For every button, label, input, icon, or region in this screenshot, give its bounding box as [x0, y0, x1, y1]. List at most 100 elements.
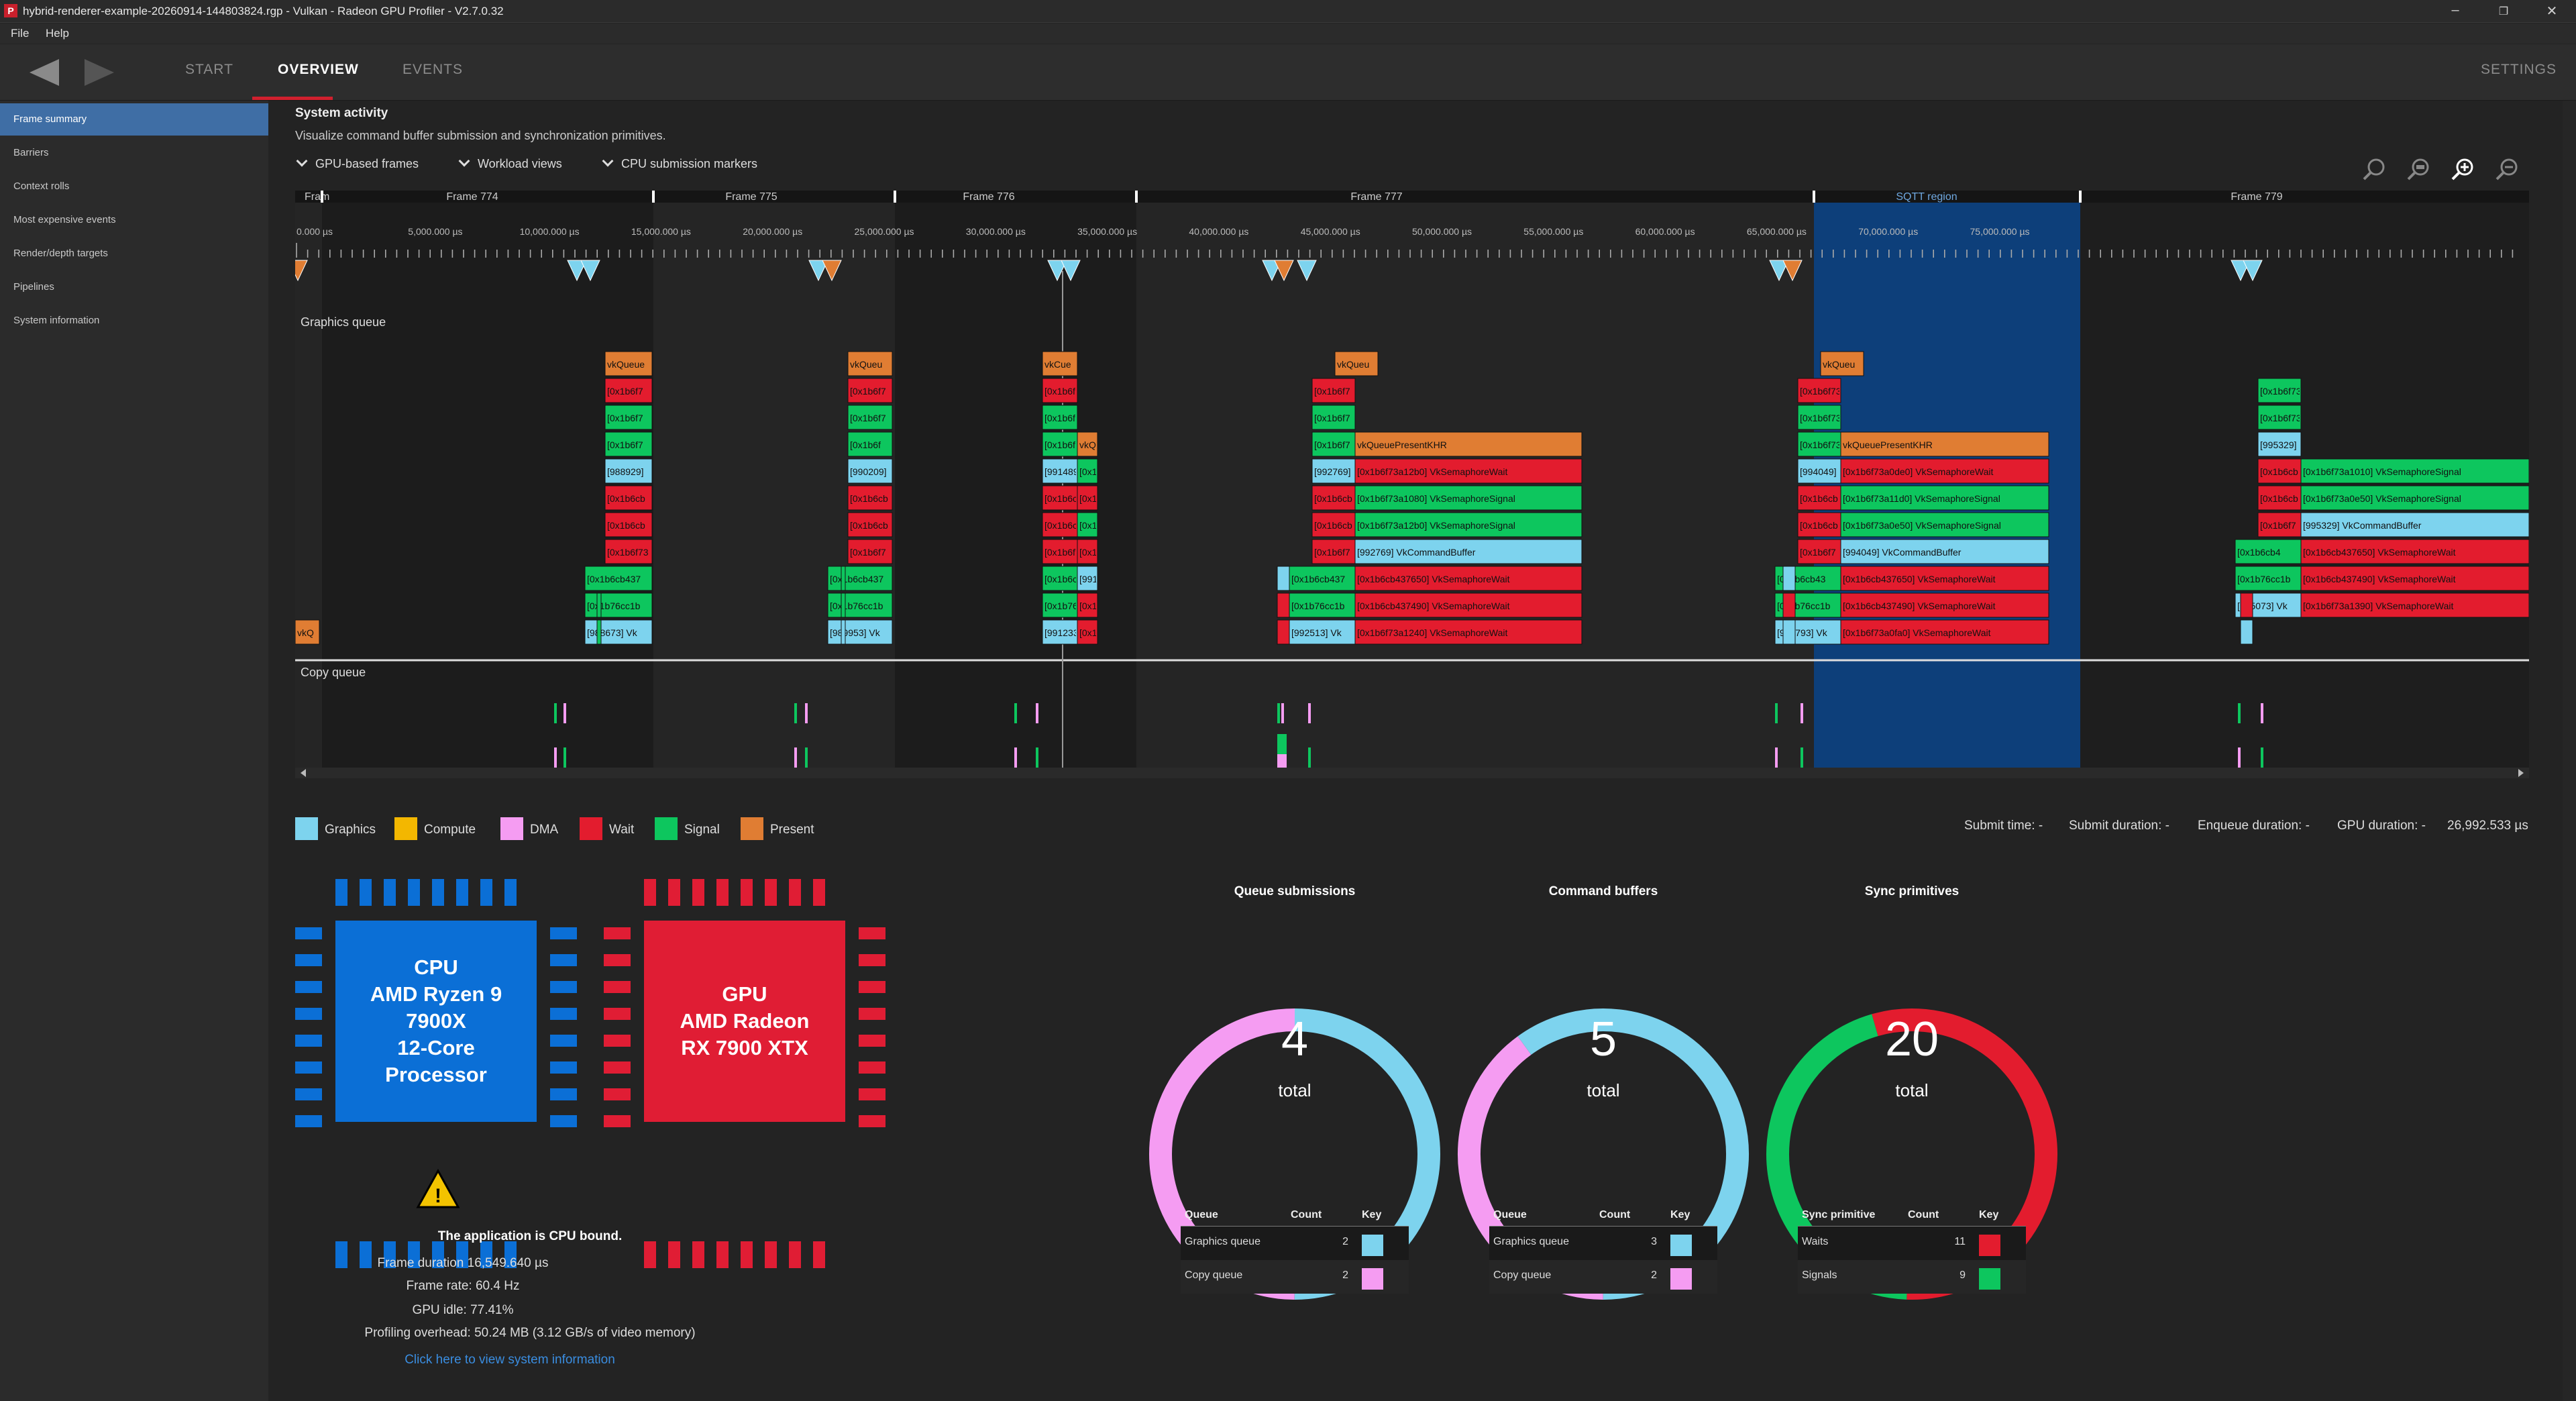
sidebar-item-most-expensive-events[interactable]: Most expensive events [13, 214, 116, 225]
close-icon[interactable]: ✕ [2546, 4, 2558, 19]
timeline-block: [991233] Vk [1042, 619, 1078, 645]
timeline-block: vkQueu [847, 351, 893, 376]
block-label: vkQueue [607, 359, 645, 370]
dropdown-gpu-based-frames[interactable]: GPU-based frames [296, 155, 419, 171]
sidebar-item-barriers[interactable]: Barriers [13, 147, 49, 158]
block-label: [991 [1079, 574, 1097, 584]
zoom-in-icon[interactable] [2450, 157, 2475, 183]
system-activity-timeline[interactable]: Fram Frame 774 Frame 775 Frame 776 Frame 777… [295, 191, 2529, 778]
block-label: [0x1b6f7 [607, 413, 643, 423]
restore-icon[interactable]: ❐ [2498, 6, 2509, 17]
legend-swatch [741, 817, 763, 840]
copy-queue-tick [2238, 747, 2241, 774]
timeline-block: [0x1b6cb4 [1042, 566, 1078, 591]
block-rect [2300, 512, 2529, 537]
block-rect [1277, 566, 1290, 591]
block-label: [0x1b6f7 [1314, 439, 1350, 450]
vertical-scrollbar[interactable] [2563, 101, 2576, 1401]
timeline-block: vkQueuePresentKHR [1840, 431, 2049, 457]
block-label: [988929] [607, 466, 644, 477]
frame-band [895, 191, 1136, 778]
chip-pin [550, 1115, 577, 1127]
chip-pin [859, 1115, 885, 1127]
block-label: [0x1b6f73a1080] VkSemaphoreSignal [1357, 493, 1515, 504]
block-rect [2257, 512, 2302, 537]
block-label: [0x1b6f7 [1314, 413, 1350, 423]
dropdown-cpu-submission-markers[interactable]: CPU submission markers [602, 155, 757, 171]
block-rect [1840, 592, 2049, 618]
block-label: [0x1b76cc1b [587, 601, 641, 611]
chip-pin [859, 1008, 885, 1020]
block-label: [991489 [1044, 466, 1079, 477]
chip-pin [550, 1061, 577, 1074]
block-rect [1354, 458, 1582, 484]
chip-pin [604, 1115, 631, 1127]
time-tick-label: 55,000.000 µs [1523, 226, 1583, 237]
frame-duration: Frame duration 16,549.640 µs [377, 1256, 549, 1270]
menu-file[interactable]: File [11, 27, 30, 40]
block-label: vkQueuePresentKHR [1843, 439, 1933, 450]
timeline-block: [988929] [604, 458, 653, 484]
chip-pin [504, 879, 517, 906]
block-rect [847, 378, 893, 403]
zoom-reset-icon[interactable] [2406, 157, 2431, 183]
tab-settings[interactable]: SETTINGS [2481, 62, 2557, 77]
legend-graphics: Graphics [295, 817, 376, 841]
chip-pin [644, 879, 656, 906]
zoom-out-icon[interactable] [2494, 157, 2520, 183]
zoom-to-selection-icon[interactable] [2361, 157, 2387, 183]
sidebar-item-context-rolls[interactable]: Context rolls [13, 180, 70, 192]
timeline-block: [0x1b6f73a1240] VkSemaphoreWait [1354, 619, 1582, 645]
copy-queue-label: Copy queue [301, 666, 366, 679]
sidebar-item-system-information[interactable]: System information [13, 315, 100, 326]
block-label: [0x1b76cc1b [830, 601, 883, 611]
submission-marker [1047, 260, 1067, 282]
tab-events[interactable]: EVENTS [402, 62, 464, 77]
dropdown-workload-views[interactable]: Workload views [458, 155, 562, 171]
block-label: [0x1b6f73a1390] VkSemaphoreWait [2303, 601, 2454, 611]
chip-pin [550, 1008, 577, 1020]
timeline-block: [0x1b6f7 [1042, 539, 1078, 564]
block-label: [0x1b6cb437 [1291, 574, 1345, 584]
chip-pin [604, 927, 631, 939]
timeline-block: [0x1b6f7 [604, 405, 653, 430]
timeline-sliver [1277, 566, 1290, 591]
frame-label: Frame 774 [446, 191, 498, 203]
block-rect [604, 485, 653, 511]
active-tab-underline [252, 97, 333, 100]
block-label: [0x1b6f73 [1800, 413, 1841, 423]
time-tick-label: 35,000.000 µs [1077, 226, 1137, 237]
minimize-icon[interactable]: – [2451, 3, 2459, 17]
tab-start[interactable]: START [185, 62, 233, 77]
block-label: [994049] [1800, 466, 1837, 477]
block-rect [847, 485, 893, 511]
menu-help[interactable]: Help [46, 27, 69, 40]
block-rect [841, 592, 846, 618]
command-buffers-total: 5 [1589, 1013, 1617, 1066]
scroll-left-icon [301, 769, 306, 777]
legend-dma: DMA [500, 817, 558, 841]
main-panel: System activity Visualize command buffer… [268, 101, 2563, 1401]
timeline-canvas[interactable]: Fram Frame 774 Frame 775 Frame 776 Frame 777… [295, 191, 2529, 778]
sidebar-item-pipelines[interactable]: Pipelines [13, 281, 54, 293]
block-label: [0x1b76cc1b [2237, 574, 2291, 584]
block-rect [1797, 485, 1841, 511]
block-label: [0x1b6f7 [2260, 520, 2296, 531]
block-rect [847, 431, 893, 457]
forward-arrow-icon[interactable] [85, 59, 114, 86]
system-information-link[interactable]: Click here to view system information [405, 1353, 615, 1367]
block-rect [847, 458, 893, 484]
timeline-block: [988673] Vk [584, 619, 653, 645]
timeline-block: [0x1b6f7 [1311, 539, 1356, 564]
timeline-block: [0x1b76cc1b [1289, 592, 1356, 618]
sidebar-item-frame-summary[interactable]: Frame summary [0, 103, 268, 136]
block-rect [2235, 566, 2302, 591]
timeline-block: [0x1b6f7 [1797, 539, 1841, 564]
tab-overview[interactable]: OVERVIEW [278, 62, 359, 77]
block-label: [0x1b6cb [2260, 493, 2298, 504]
block-label: [0x1b6f7 [850, 386, 886, 397]
sidebar-item-render-depth-targets[interactable]: Render/depth targets [13, 248, 108, 259]
timeline-sliver [841, 592, 846, 618]
block-rect [1042, 405, 1078, 430]
back-arrow-icon[interactable] [30, 59, 59, 86]
